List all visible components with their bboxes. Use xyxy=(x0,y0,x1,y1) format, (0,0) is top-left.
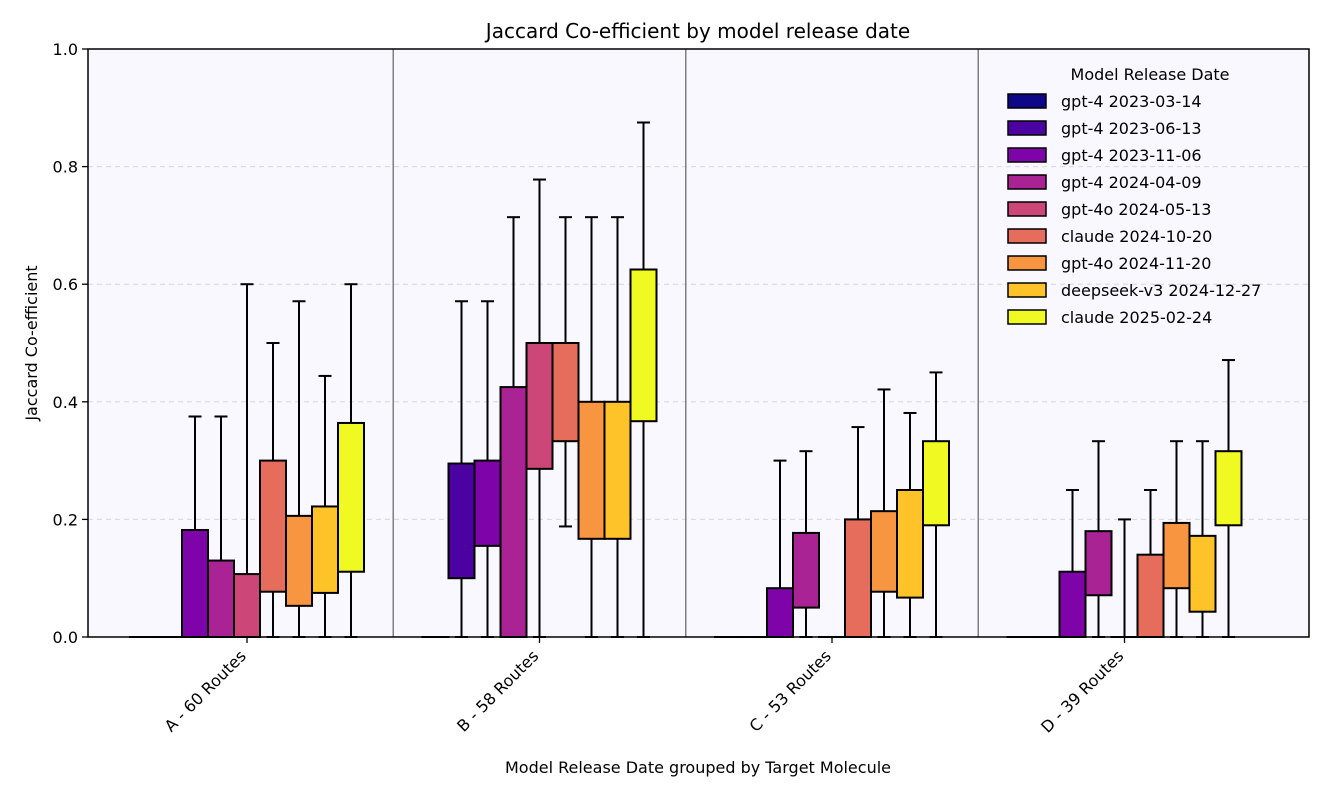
legend-label: gpt-4 2024-04-09 xyxy=(1061,173,1202,192)
legend-swatch xyxy=(1007,201,1047,217)
box-deepseek-v3-2024-12-27 xyxy=(1188,440,1217,638)
box-body xyxy=(1188,534,1217,613)
box-body xyxy=(285,514,313,607)
box-body xyxy=(870,510,898,593)
box-body xyxy=(447,462,476,580)
box-gpt-4-2023-11-06 xyxy=(181,415,209,639)
x-tick-label: A - 60 Routes xyxy=(161,646,250,735)
box-body xyxy=(181,528,209,639)
box-body xyxy=(207,559,235,638)
legend-label: gpt-4o 2024-05-13 xyxy=(1061,200,1211,219)
box-body xyxy=(577,400,606,540)
chart-title: Jaccard Co-efficient by model release da… xyxy=(484,19,910,43)
box-body xyxy=(337,421,365,573)
box-gpt-4o-2024-05-13 xyxy=(233,283,261,638)
legend-swatch xyxy=(1007,255,1047,271)
box-gpt-4-2024-04-09 xyxy=(1084,440,1113,638)
box-gpt-4-2024-04-09 xyxy=(499,216,528,638)
box-body xyxy=(629,268,658,423)
y-tick-label: 0.8 xyxy=(53,158,78,177)
box-claude-2025-02-24 xyxy=(337,283,365,638)
box-body xyxy=(233,573,261,638)
box-claude-2025-02-24 xyxy=(629,121,658,638)
y-tick-label: 0.6 xyxy=(53,275,78,294)
box-deepseek-v3-2024-12-27 xyxy=(896,411,924,638)
group-separators xyxy=(392,49,979,637)
box-body xyxy=(766,587,794,638)
grid-lines xyxy=(88,166,1309,520)
y-tick-label: 1.0 xyxy=(53,40,78,59)
box-deepseek-v3-2024-12-27 xyxy=(311,374,339,638)
legend-label: gpt-4 2023-11-06 xyxy=(1061,146,1202,165)
y-tick-label: 0.2 xyxy=(53,510,78,529)
y-axis-label: Jaccard Co-efficient xyxy=(22,265,41,421)
box-body xyxy=(1214,450,1243,527)
box-body xyxy=(844,518,872,639)
box-body xyxy=(473,459,502,547)
legend-item: gpt-4 2023-06-13 xyxy=(1007,119,1202,138)
legend: Model Release Date gpt-4 2023-03-14 gpt-4… xyxy=(1007,65,1261,327)
x-tick-label: D - 39 Routes xyxy=(1037,646,1127,736)
box-gpt-4-2023-11-06 xyxy=(766,459,794,638)
legend-label: claude 2024-10-20 xyxy=(1061,227,1212,246)
box-body xyxy=(551,342,580,443)
legend-swatch xyxy=(1007,228,1047,244)
x-axis-label: Model Release Date grouped by Target Mol… xyxy=(505,758,891,777)
legend-label: claude 2025-02-24 xyxy=(1061,308,1212,327)
box-body xyxy=(922,440,950,527)
box-body xyxy=(311,505,339,594)
legend-item: gpt-4 2024-04-09 xyxy=(1007,173,1202,192)
legend-label: deepseek-v3 2024-12-27 xyxy=(1061,281,1261,300)
legend-swatch xyxy=(1007,120,1047,136)
legend-title: Model Release Date xyxy=(1071,65,1230,84)
legend-swatch xyxy=(1007,93,1047,109)
legend-item: deepseek-v3 2024-12-27 xyxy=(1007,281,1261,300)
box-body xyxy=(1162,521,1191,590)
box-gpt-4o-2024-11-20 xyxy=(577,216,606,638)
legend-item: claude 2024-10-20 xyxy=(1007,227,1212,246)
box-claude-2024-10-20 xyxy=(844,426,872,639)
y-axis-ticks: 0.0 0.2 0.4 0.6 0.8 1.0 xyxy=(53,40,88,647)
box-body xyxy=(499,386,528,638)
legend-label: gpt-4 2023-06-13 xyxy=(1061,119,1202,138)
legend-label: gpt-4 2023-03-14 xyxy=(1061,92,1202,111)
legend-label: gpt-4o 2024-11-20 xyxy=(1061,254,1211,273)
legend-swatch xyxy=(1007,282,1047,298)
box-body xyxy=(259,459,287,593)
legend-item: gpt-4o 2024-11-20 xyxy=(1007,254,1211,273)
box-body xyxy=(896,489,924,599)
x-tick-label: B - 58 Routes xyxy=(453,646,542,735)
x-axis-ticks: A - 60 Routes B - 58 Routes C - 53 Routes D… xyxy=(161,637,1127,737)
x-tick-label: C - 53 Routes xyxy=(745,646,834,735)
box-body xyxy=(1136,553,1165,638)
box-body xyxy=(792,531,820,609)
y-tick-label: 0.0 xyxy=(53,628,78,647)
box-body xyxy=(1058,570,1087,638)
box-body xyxy=(1084,530,1113,597)
box-gpt-4o-2024-05-13 xyxy=(525,178,554,638)
legend-item: gpt-4 2023-11-06 xyxy=(1007,146,1202,165)
box-gpt-4-2023-11-06 xyxy=(473,300,502,638)
legend-swatch xyxy=(1007,147,1047,163)
legend-swatch xyxy=(1007,174,1047,190)
legend-swatch xyxy=(1007,309,1047,325)
box-gpt-4-2024-04-09 xyxy=(792,450,820,638)
plot-frame xyxy=(87,48,1310,638)
box-body xyxy=(525,342,554,470)
legend-item: gpt-4o 2024-05-13 xyxy=(1007,200,1211,219)
box-claude-2024-10-20 xyxy=(551,216,580,528)
box-body xyxy=(603,400,632,540)
legend-item: gpt-4 2023-03-14 xyxy=(1007,92,1202,111)
legend-item: claude 2025-02-24 xyxy=(1007,308,1212,327)
y-tick-label: 0.4 xyxy=(53,393,78,412)
box-gpt-4o-2024-11-20 xyxy=(1162,440,1191,638)
